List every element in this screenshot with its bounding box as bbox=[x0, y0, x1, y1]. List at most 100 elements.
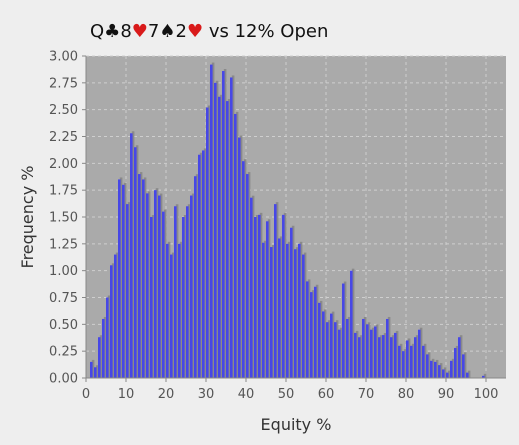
bar-shadow-62 bbox=[339, 327, 343, 378]
bar-19 bbox=[166, 243, 169, 378]
bar-23 bbox=[182, 217, 185, 378]
bar-shadow-37 bbox=[239, 135, 243, 378]
bar-88 bbox=[442, 369, 445, 378]
bar-0 bbox=[90, 361, 93, 378]
bar-shadow-30 bbox=[211, 62, 215, 378]
bar-54 bbox=[306, 281, 309, 378]
y-tick-label-5: 1.25 bbox=[49, 237, 78, 252]
chart-title: Q♣8♥7♠2♥ vs 12% Open bbox=[90, 21, 328, 42]
bar-94 bbox=[466, 372, 469, 378]
bar-79 bbox=[406, 340, 409, 378]
y-tick-label-8: 2.00 bbox=[49, 157, 78, 172]
bar-shadow-49 bbox=[287, 241, 291, 378]
bar-shadow-13 bbox=[143, 177, 147, 378]
bar-75 bbox=[390, 337, 393, 378]
bar-17 bbox=[158, 195, 161, 378]
bar-shadow-14 bbox=[147, 191, 151, 378]
bar-51 bbox=[294, 249, 297, 378]
bar-1 bbox=[94, 367, 97, 378]
bar-58 bbox=[322, 311, 325, 378]
bar-shadow-24 bbox=[187, 204, 191, 378]
bar-27 bbox=[198, 154, 201, 378]
bar-shadow-34 bbox=[227, 99, 231, 378]
bar-shadow-57 bbox=[319, 300, 323, 378]
bar-shadow-92 bbox=[459, 335, 463, 378]
bar-shadow-94 bbox=[467, 370, 471, 378]
bar-shadow-25 bbox=[191, 193, 195, 378]
bar-shadow-38 bbox=[243, 159, 247, 378]
bar-shadow-51 bbox=[295, 247, 299, 378]
bar-shadow-87 bbox=[439, 363, 443, 378]
bar-67 bbox=[358, 337, 361, 378]
bar-shadow-21 bbox=[175, 204, 179, 378]
bar-34 bbox=[226, 101, 229, 378]
x-tick-label-0: 0 bbox=[82, 387, 90, 402]
bar-48 bbox=[282, 214, 285, 378]
bar-shadow-40 bbox=[251, 195, 255, 378]
bar-shadow-44 bbox=[267, 219, 271, 378]
bar-shadow-43 bbox=[263, 240, 267, 378]
bars-group bbox=[90, 62, 487, 379]
bar-33 bbox=[222, 71, 225, 378]
bar-44 bbox=[266, 221, 269, 378]
bar-52 bbox=[298, 243, 301, 378]
y-tick-label-1: 0.25 bbox=[49, 345, 78, 360]
bar-shadow-82 bbox=[419, 327, 423, 378]
bar-7 bbox=[118, 179, 121, 378]
bar-shadow-29 bbox=[207, 105, 211, 379]
bar-22 bbox=[178, 243, 181, 378]
bar-50 bbox=[290, 227, 293, 378]
bar-39 bbox=[246, 174, 249, 378]
bar-shadow-66 bbox=[355, 330, 359, 378]
bar-59 bbox=[326, 322, 329, 378]
bar-shadow-20 bbox=[171, 252, 175, 378]
bar-shadow-89 bbox=[447, 370, 451, 378]
bar-shadow-2 bbox=[99, 335, 103, 378]
y-tick-labels: 0.00 0.25 0.50 0.75 1.00 1.25 1.50 1.75 2.00 2.25… bbox=[49, 50, 78, 387]
bar-21 bbox=[174, 206, 177, 378]
bar-16 bbox=[154, 190, 157, 378]
title-part-1: ♣ bbox=[104, 21, 120, 42]
y-tick-label-10: 2.50 bbox=[49, 103, 78, 118]
bar-70 bbox=[370, 329, 373, 378]
bar-30 bbox=[210, 64, 213, 378]
bar-20 bbox=[170, 254, 173, 378]
bar-12 bbox=[138, 174, 141, 378]
bar-69 bbox=[366, 324, 369, 378]
x-tick-label-4: 40 bbox=[238, 387, 255, 402]
bar-shadow-41 bbox=[255, 215, 259, 378]
bar-shadow-70 bbox=[371, 327, 375, 378]
bar-shadow-72 bbox=[379, 335, 383, 378]
bar-shadow-48 bbox=[283, 212, 287, 378]
bar-43 bbox=[262, 242, 265, 378]
bar-shadow-67 bbox=[359, 335, 363, 378]
bar-8 bbox=[122, 184, 125, 378]
x-tick-label-9: 90 bbox=[438, 387, 455, 402]
bar-shadow-19 bbox=[167, 241, 171, 378]
bar-shadow-77 bbox=[399, 343, 403, 378]
bar-shadow-71 bbox=[375, 324, 379, 378]
axes bbox=[82, 55, 506, 382]
bar-41 bbox=[254, 217, 257, 378]
bar-shadow-18 bbox=[163, 209, 167, 378]
bar-83 bbox=[422, 345, 425, 378]
bar-shadow-86 bbox=[435, 359, 439, 378]
title-part-5: ♠ bbox=[159, 21, 175, 42]
x-tick-label-6: 60 bbox=[318, 387, 335, 402]
x-tick-label-5: 50 bbox=[278, 387, 295, 402]
bar-shadow-88 bbox=[443, 367, 447, 378]
bar-78 bbox=[402, 351, 405, 378]
title-part-0: Q bbox=[90, 21, 104, 42]
bar-shadow-16 bbox=[155, 188, 159, 378]
bar-shadow-50 bbox=[291, 225, 295, 378]
bar-45 bbox=[270, 247, 273, 378]
bar-71 bbox=[374, 326, 377, 378]
y-tick-label-12: 3.00 bbox=[49, 50, 78, 65]
x-tick-label-7: 70 bbox=[358, 387, 375, 402]
bar-shadow-3 bbox=[103, 316, 107, 378]
bar-47 bbox=[278, 238, 281, 378]
x-tick-label-3: 30 bbox=[198, 387, 215, 402]
bar-shadow-42 bbox=[259, 212, 263, 378]
